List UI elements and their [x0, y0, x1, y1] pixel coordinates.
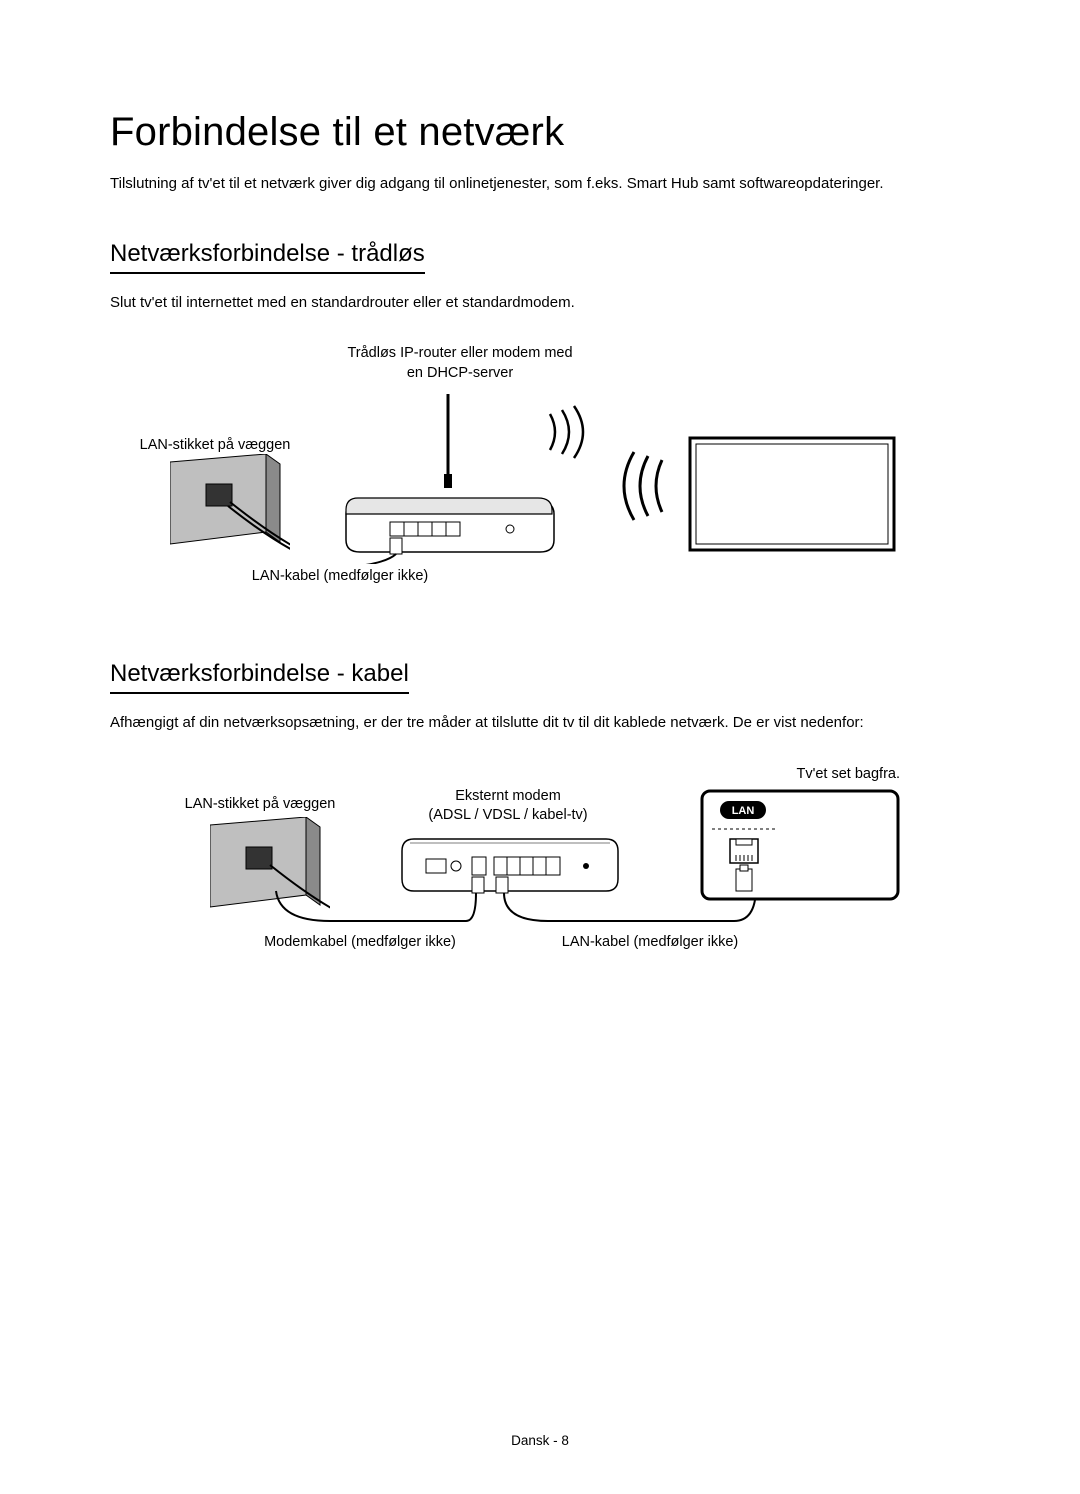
tv-back-label: Tv'et set bagfra.: [670, 765, 900, 785]
router-label: Trådløs IP-router eller modem meden DHCP…: [320, 344, 600, 383]
modem-cable-label: Modemkabel (medfølger ikke): [240, 933, 480, 953]
wall-port-label: LAN-stikket på væggen: [110, 436, 320, 456]
wifi-in-icon: [610, 446, 680, 526]
wall-port-label-2: LAN-stikket på væggen: [150, 795, 370, 815]
lan-port-text: LAN: [732, 805, 755, 817]
page-title: Forbindelse til et netværk: [110, 110, 970, 155]
router-icon: [340, 394, 570, 564]
wifi-out-icon: [542, 402, 612, 462]
tv-back-icon: LAN: [700, 789, 900, 909]
page-footer: Dansk - 8: [0, 1433, 1080, 1448]
tv-icon: [688, 436, 898, 556]
wired-diagram-1: Tv'et set bagfra. LAN-stikket på væggen …: [110, 765, 970, 985]
wall-plate-icon: [170, 454, 290, 554]
wireless-desc: Slut tv'et til internettet med en standa…: [110, 292, 970, 315]
lan-cable-label: LAN-kabel (medfølger ikke): [210, 567, 470, 587]
lan-cable-label-2: LAN-kabel (medfølger ikke): [530, 933, 770, 953]
wired-heading: Netværksforbindelse - kabel: [110, 660, 409, 694]
wireless-heading: Netværksforbindelse - trådløs: [110, 240, 425, 274]
wireless-diagram: Trådløs IP-router eller modem meden DHCP…: [110, 344, 970, 604]
intro-text: Tilslutning af tv'et til et netværk give…: [110, 173, 970, 196]
modem-label: Eksternt modem(ADSL / VDSL / kabel-tv): [398, 787, 618, 826]
cable-wall-modem: [270, 885, 490, 931]
wired-desc: Afhængigt af din netværksopsætning, er d…: [110, 712, 970, 735]
